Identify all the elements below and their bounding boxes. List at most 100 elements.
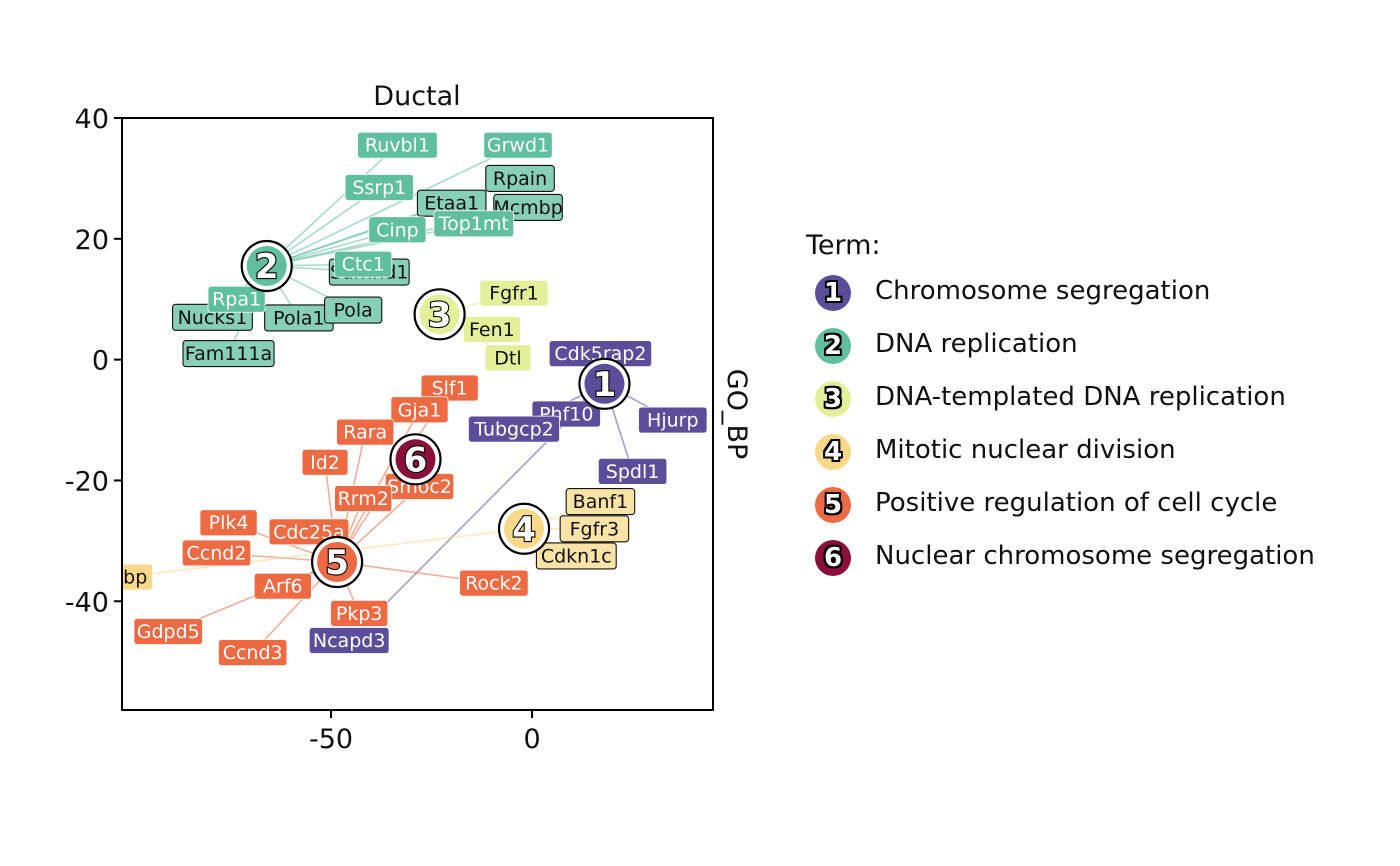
term-hub-3: 3 <box>413 288 466 341</box>
gene-label-text: Cinp <box>376 219 419 241</box>
legend-number: 3 <box>823 384 843 414</box>
legend-number: 6 <box>823 543 843 573</box>
term-hub-fill <box>317 542 358 582</box>
gene-label-text: Ncapd3 <box>313 630 386 652</box>
gene-label-text: Fam111a <box>185 343 272 365</box>
gene-label-text: Rpain <box>493 168 547 190</box>
gene-label: Rpa1 <box>207 285 266 313</box>
gene-label-text: Cdkn1c <box>541 545 612 567</box>
gene-label: Ccnd3 <box>218 639 288 667</box>
term-hub-number: 5 <box>325 543 349 583</box>
gene-label-text: Dtl <box>494 347 521 369</box>
term-hub-number: 3 <box>428 295 452 335</box>
gene-label-text: Ssrp1 <box>352 177 406 199</box>
term-hub-1: 1 <box>578 357 631 410</box>
gene-label-text: Grwd1 <box>487 135 549 157</box>
gene-label: Pola <box>324 296 383 324</box>
legend-label: DNA replication <box>875 329 1078 359</box>
gene-label-text: Arf6 <box>263 576 303 598</box>
gene-label-box <box>301 448 349 476</box>
term-hub-number: 2 <box>255 247 279 287</box>
y-tick-label: 20 <box>75 225 109 256</box>
legend-item-mitotic-nuclear-division: 4 Mitotic nuclear division <box>806 434 1386 487</box>
gene-label: Rpain <box>485 164 555 192</box>
y-tick-label: 40 <box>75 104 109 135</box>
gene-label-box <box>390 396 449 424</box>
y-tick-label: -40 <box>65 587 109 618</box>
y-tick-label: -20 <box>65 466 109 497</box>
term-hub-4: 4 <box>497 502 551 555</box>
gene-label-box <box>133 618 203 645</box>
term-hub-number: 6 <box>404 440 428 480</box>
gene-label-text: Plk4 <box>209 512 249 534</box>
gene-label-box <box>182 340 275 368</box>
gene-label-text: Tubgcp2 <box>473 419 553 441</box>
gene-label: Slf1 <box>420 374 479 402</box>
gene-label-box <box>485 164 555 192</box>
legend-key-1: 1 <box>815 275 851 311</box>
gene-label: Ccnd2 <box>181 539 252 567</box>
gene-label: Cdk5rap2 <box>548 340 653 367</box>
gene-label: Ctc1 <box>334 250 393 278</box>
gene-label: Pebp <box>122 563 154 591</box>
gene-label: Rrm2 <box>334 485 393 512</box>
gene-label-text: Banf1 <box>573 491 629 513</box>
legend: Term: 1 Chromosome segregation 2 DNA rep… <box>806 230 1386 593</box>
term-hub-6: 6 <box>389 433 442 486</box>
term-hub-fill <box>395 439 436 480</box>
legend-number: 2 <box>823 331 843 361</box>
gene-label-text: Gja1 <box>398 399 442 421</box>
legend-label: Nuclear chromosome segregation <box>875 541 1315 571</box>
gene-label-text: Cdk5rap2 <box>554 343 646 365</box>
gene-label: Top1mt <box>433 210 515 238</box>
gene-label-box <box>420 374 479 402</box>
gene-label-text: Etaa1 <box>424 193 479 215</box>
gene-label-box <box>638 406 708 434</box>
facet-strip-label: GO_BP <box>721 369 752 459</box>
gene-label: Ruvbl1 <box>357 131 438 159</box>
gene-label: Rock2 <box>459 569 529 597</box>
gene-label: Gdpd5 <box>133 618 203 645</box>
y-tick-label: 0 <box>92 346 109 377</box>
gene-label-text: Ruvbl1 <box>365 135 430 157</box>
gene-label-box <box>565 488 636 516</box>
chart-title: Ductal <box>373 81 460 112</box>
legend-label: DNA-templated DNA replication <box>875 382 1286 412</box>
gene-label: Banf1 <box>565 488 636 516</box>
term-hub-number: 1 <box>593 365 617 405</box>
network-edge <box>266 144 398 267</box>
gene-label-box <box>218 639 288 667</box>
gene-label-box <box>308 627 390 654</box>
legend-item-positive-regulation-of-cell-cycle: 5 Positive regulation of cell cycle <box>806 487 1386 540</box>
gene-label: Plk4 <box>199 509 258 537</box>
gene-label: Grwd1 <box>483 131 553 159</box>
gene-label-text: Slf1 <box>432 378 468 400</box>
gene-label-text: Ccnd2 <box>187 542 247 564</box>
gene-label-text: Cdc25a <box>273 521 345 543</box>
gene-label-box <box>368 216 427 244</box>
legend-label: Chromosome segregation <box>875 276 1211 306</box>
term-hub-number: 4 <box>512 510 536 550</box>
gene-label-text: Fgfr3 <box>570 518 620 540</box>
plot-area: RpainMcmbpEtaa1Nucks1Pola1PolaSamhd1Fam1… <box>122 131 708 667</box>
gene-label: Fgfr1 <box>479 279 549 307</box>
legend-key-5: 5 <box>815 487 851 523</box>
legend-number: 5 <box>823 490 843 520</box>
term-hub-5: 5 <box>310 535 364 589</box>
gene-label-text: Pkp3 <box>336 603 383 625</box>
gene-label-box <box>253 572 312 600</box>
gene-label-text: Gdpd5 <box>137 621 200 643</box>
gene-label-box <box>334 250 393 278</box>
term-hub-fill <box>419 294 460 335</box>
legend-key-3: 3 <box>815 381 851 417</box>
legend-item-dna-replication: 2 DNA replication <box>806 328 1386 381</box>
gene-label-box <box>462 316 521 343</box>
gene-label-box <box>357 131 438 159</box>
gene-label: Etaa1 <box>416 189 487 217</box>
legend-label: Mitotic nuclear division <box>875 435 1176 465</box>
legend-item-chromosome-segregation: 1 Chromosome segregation <box>806 275 1386 328</box>
gene-label: Rara <box>336 418 395 446</box>
gene-label-box <box>330 599 389 627</box>
network-edge <box>266 144 519 267</box>
